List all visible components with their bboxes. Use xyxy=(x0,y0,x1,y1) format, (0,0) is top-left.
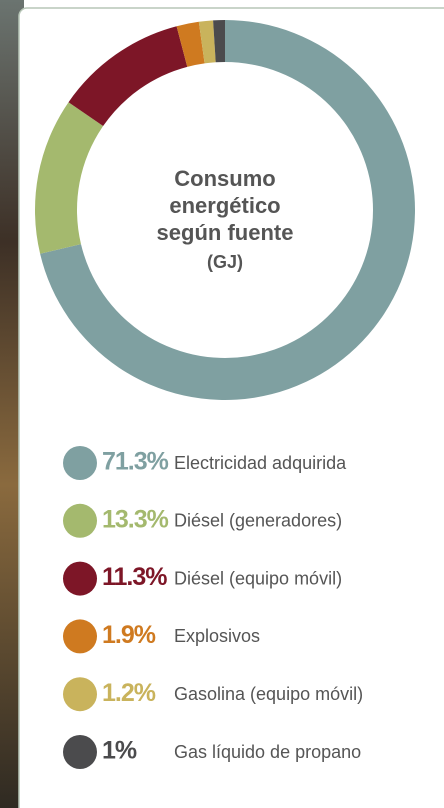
legend-swatch xyxy=(63,504,97,538)
value-label: 13.3% xyxy=(102,505,169,533)
page: 71.3%Electricidad adquirida13.3%Diésel (… xyxy=(0,0,444,808)
chart-subtitle: (GJ) xyxy=(140,252,310,273)
legend-label: Diésel (generadores) xyxy=(174,511,342,531)
value-label: 1.2% xyxy=(102,679,156,707)
value-label: 11.3% xyxy=(102,563,167,591)
legend-swatch xyxy=(63,735,97,769)
legend-label: Diésel (equipo móvil) xyxy=(174,568,342,588)
value-label: 71.3% xyxy=(102,448,169,476)
value-label: 1.9% xyxy=(102,621,156,649)
legend-swatch xyxy=(63,677,97,711)
value-label: 1% xyxy=(102,737,137,765)
chart-title: Consumo energético según fuente xyxy=(140,165,310,246)
legend-label: Explosivos xyxy=(174,626,260,646)
chart: 71.3%Electricidad adquirida13.3%Diésel (… xyxy=(0,0,444,808)
legend-swatch xyxy=(63,562,97,596)
center-label: Consumo energético según fuente (GJ) xyxy=(140,165,310,273)
legend-swatch xyxy=(63,619,97,653)
legend-label: Gasolina (equipo móvil) xyxy=(174,684,363,704)
legend-label: Electricidad adquirida xyxy=(174,453,347,473)
legend-swatch xyxy=(63,446,97,480)
legend-label: Gas líquido de propano xyxy=(174,742,361,762)
